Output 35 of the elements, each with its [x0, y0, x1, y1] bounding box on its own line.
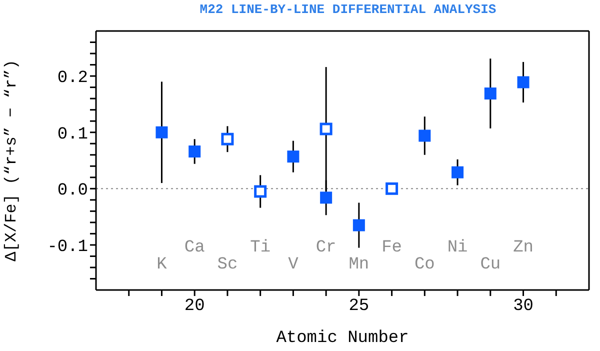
y-tick-label: -0.1 [47, 238, 88, 257]
point [188, 145, 201, 158]
point [320, 122, 332, 136]
annotation: Ca [184, 238, 205, 258]
point [320, 192, 332, 204]
point [386, 182, 398, 195]
annotation: Fe [382, 238, 402, 258]
point [517, 76, 530, 88]
y-tick-label: 0.1 [57, 125, 88, 144]
point [221, 132, 234, 146]
chart-title: M22 LINE-BY-LINE DIFFERENTIAL ANALYSIS [198, 2, 498, 17]
annotation: Cr [316, 238, 336, 258]
y-tick-label: 0.0 [57, 182, 88, 201]
annotation: Mn [348, 256, 370, 274]
annotation: V [288, 256, 300, 274]
annotation: Zn [513, 238, 534, 258]
annotation: Co [414, 256, 435, 274]
y-tick-label: 0.2 [57, 69, 88, 88]
y-axis-title: Δ[X/Fe] (“r+s” − “r”) [2, 60, 21, 262]
x-tick-label: 25 [348, 297, 370, 316]
x-axis-title: Atomic Number [276, 329, 409, 348]
annotation: Sc [217, 256, 238, 274]
point [254, 185, 267, 198]
point [352, 219, 365, 232]
annotation: K [156, 256, 168, 274]
annotation: Ti [250, 238, 271, 258]
annotation: Ni [447, 238, 468, 258]
point [287, 150, 300, 163]
point [418, 130, 431, 142]
x-tick-label: 30 [513, 297, 534, 316]
point [484, 88, 496, 100]
point [156, 126, 168, 138]
x-tick-label: 20 [184, 297, 205, 316]
point [452, 166, 464, 178]
annotation: Cu [480, 256, 501, 274]
